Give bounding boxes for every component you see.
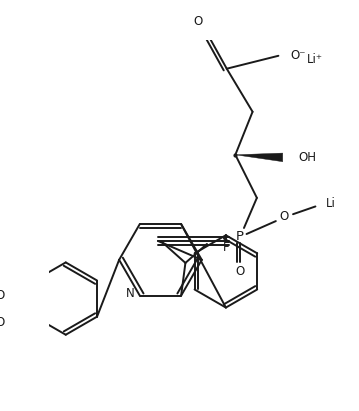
- Text: O: O: [0, 316, 5, 329]
- Text: O: O: [235, 265, 244, 277]
- Text: F: F: [223, 241, 229, 254]
- Text: O⁻: O⁻: [290, 49, 306, 62]
- Text: O: O: [0, 289, 5, 302]
- Polygon shape: [236, 153, 283, 162]
- Text: OH: OH: [298, 151, 316, 164]
- Text: O: O: [280, 210, 289, 223]
- Text: Li: Li: [326, 197, 336, 210]
- Text: N: N: [126, 286, 135, 300]
- Text: Li⁺: Li⁺: [307, 53, 323, 66]
- Text: O: O: [194, 15, 203, 28]
- Text: P: P: [236, 230, 244, 243]
